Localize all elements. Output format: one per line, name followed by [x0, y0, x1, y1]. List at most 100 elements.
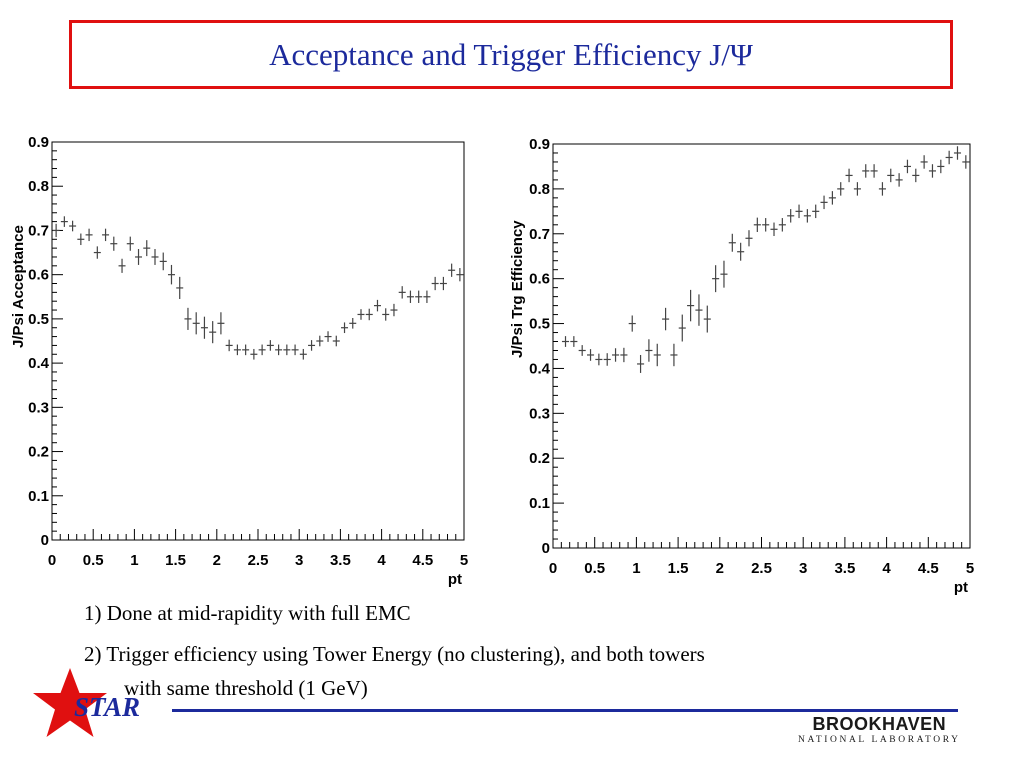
data-point: [308, 340, 316, 351]
data-point: [887, 168, 895, 183]
data-point: [135, 249, 143, 265]
data-point: [200, 316, 208, 339]
data-point: [349, 318, 357, 329]
data-point: [275, 344, 283, 356]
data-point: [299, 348, 307, 360]
data-point: [406, 290, 414, 303]
x-tick-label: 4.5: [412, 552, 433, 569]
data-point: [176, 276, 184, 299]
x-tick-label: 4: [377, 552, 386, 569]
data-point: [703, 305, 711, 333]
y-tick-label: 0: [542, 540, 550, 557]
x-tick-label: 3: [295, 552, 303, 569]
y-axis-label: J/Psi Trg Efficiency: [509, 220, 526, 358]
data-point: [291, 344, 299, 356]
x-tick-label: 3: [799, 560, 807, 577]
x-tick-label: 0.5: [584, 560, 605, 577]
acceptance-plot-svg: 0 0.5 1 1.5 2 2.5 3 3.5 4 4.5 5 0 0.1 0.2 0.3 0.4 0.5 0.6…: [10, 134, 468, 588]
data-point: [762, 218, 770, 232]
y-tick-label: 0: [41, 532, 49, 549]
data-point: [365, 308, 373, 321]
data-point: [737, 242, 745, 261]
x-tick-label: 0: [48, 552, 56, 569]
brookhaven-logo: BROOKHAVEN NATIONAL LABORATORY: [798, 714, 961, 745]
x-tick-label: 3.5: [834, 560, 855, 577]
slide-title: Acceptance and Trigger Efficiency J/Ψ: [269, 36, 753, 72]
footer-line: [172, 709, 958, 712]
data-point: [937, 159, 945, 174]
data-point: [60, 216, 68, 227]
y-tick-label: 0.4: [28, 355, 50, 372]
data-point: [687, 289, 695, 322]
data-point: [828, 191, 836, 205]
data-point: [712, 265, 720, 293]
data-point: [853, 182, 861, 196]
y-tick-label: 0.6: [529, 271, 550, 288]
x-axis-label: pt: [954, 579, 968, 596]
y-tick-label: 0.1: [28, 488, 49, 505]
data-point: [382, 308, 390, 321]
data-point: [645, 339, 653, 362]
y-tick-label: 0.9: [529, 136, 550, 153]
data-point: [795, 204, 803, 219]
x-tick-label: 1.5: [165, 552, 186, 569]
data-point: [225, 339, 233, 352]
data-point: [93, 246, 101, 259]
data-point: [953, 146, 962, 160]
data-point: [570, 336, 578, 347]
data-point: [745, 230, 753, 247]
data-point: [167, 264, 175, 285]
data-point: [912, 168, 920, 183]
data-point: [390, 303, 398, 317]
data-point: [69, 220, 77, 232]
data-point: [423, 290, 431, 303]
x-tick-label: 5: [460, 552, 468, 569]
data-point: [332, 335, 340, 347]
data-point: [242, 344, 250, 356]
x-tick-label: 4.5: [918, 560, 939, 577]
y-tick-label: 0.7: [529, 226, 550, 243]
x-tick-label: 1: [130, 552, 138, 569]
y-tick-label: 0.6: [28, 267, 49, 284]
data-point: [945, 150, 953, 165]
data-point: [85, 228, 93, 242]
data-point: [283, 344, 291, 356]
data-point: [561, 336, 570, 347]
data-point: [895, 173, 903, 187]
note-2: 2) Trigger efficiency using Tower Energy…: [84, 642, 705, 666]
data-point: [143, 240, 151, 257]
data-point: [250, 348, 258, 360]
data-point: [266, 340, 274, 351]
data-point: [695, 294, 703, 326]
x-axis-label: pt: [448, 571, 462, 588]
y-tick-label: 0.2: [529, 450, 550, 467]
data-point: [439, 276, 447, 291]
data-point: [612, 348, 620, 362]
y-tick-label: 0.7: [28, 222, 49, 239]
y-tick-label: 0.5: [28, 311, 49, 328]
x-tick-label: 3.5: [330, 552, 351, 569]
data-point: [778, 218, 786, 232]
data-point: [398, 286, 406, 299]
y-tick-label: 0.8: [529, 181, 550, 198]
data-point: [324, 331, 332, 342]
data-point: [151, 249, 159, 265]
trigger-efficiency-plot-svg: 0 0.5 1 1.5 2 2.5 3 3.5 4 4.5 5 0 0.1 0.2 0.3 0.4 0.5 0.6…: [509, 136, 974, 596]
data-point: [184, 307, 192, 330]
data-point: [845, 168, 853, 183]
data-point: [720, 260, 728, 288]
plot-frame: [51, 141, 465, 541]
slide-title-box: Acceptance and Trigger Efficiency J/Ψ: [69, 20, 953, 89]
data-point: [373, 299, 381, 312]
data-point: [803, 209, 811, 223]
data-point: [341, 322, 349, 334]
data-point: [753, 217, 761, 232]
data-point: [662, 307, 670, 331]
data-point: [962, 155, 970, 169]
data-point: [603, 353, 611, 366]
acceptance-plot: 0 0.5 1 1.5 2 2.5 3 3.5 4 4.5 5 0 0.1 0.2 0.3 0.4 0.5 0.6…: [0, 128, 480, 593]
data-point: [670, 343, 678, 367]
data-point: [357, 309, 365, 320]
data-point: [787, 209, 795, 223]
x-tick-label: 1: [632, 560, 640, 577]
